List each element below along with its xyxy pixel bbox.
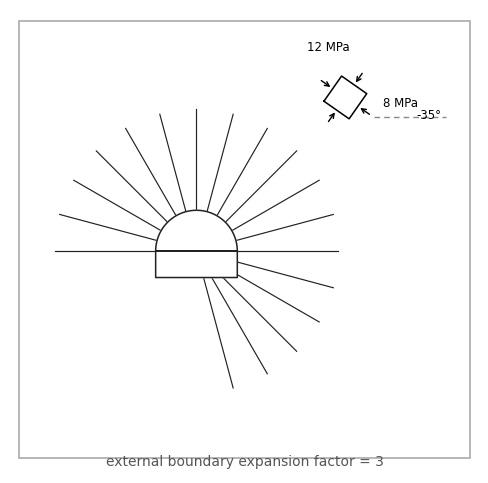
Text: -35°: -35° xyxy=(416,110,441,122)
Text: 12 MPa: 12 MPa xyxy=(306,41,349,54)
Polygon shape xyxy=(155,210,237,278)
Text: 8 MPa: 8 MPa xyxy=(383,97,417,110)
Text: external boundary expansion factor = 3: external boundary expansion factor = 3 xyxy=(105,455,383,469)
